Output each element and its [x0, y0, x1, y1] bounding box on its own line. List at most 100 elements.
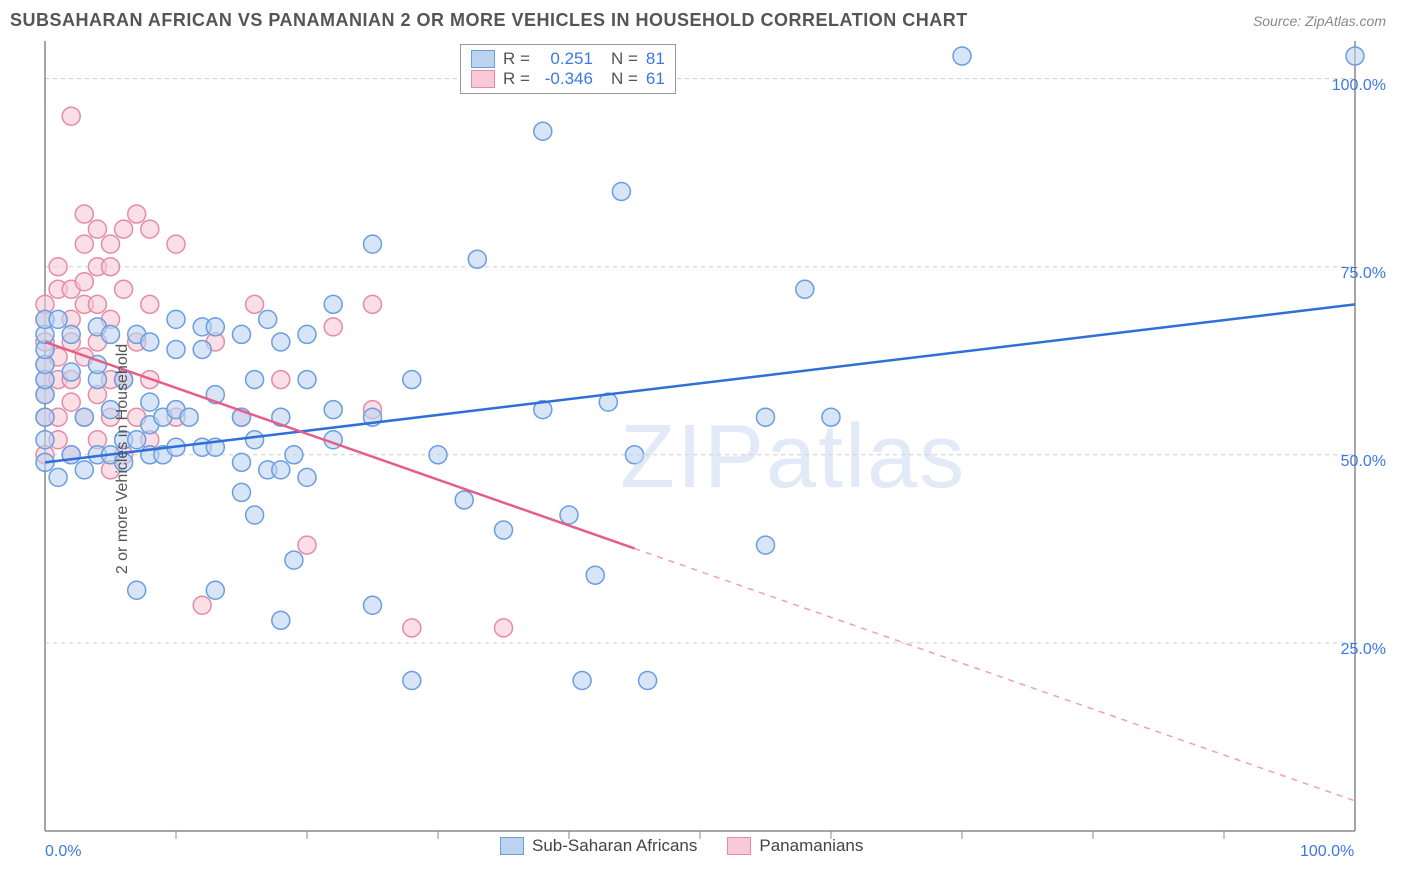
- chart-title: SUBSAHARAN AFRICAN VS PANAMANIAN 2 OR MO…: [10, 10, 968, 31]
- data-point: [246, 431, 264, 449]
- data-point: [324, 401, 342, 419]
- data-point: [272, 333, 290, 351]
- legend-row: R =-0.346N =61: [471, 69, 665, 89]
- data-point: [626, 446, 644, 464]
- data-point: [102, 235, 120, 253]
- data-point: [298, 371, 316, 389]
- data-point: [953, 47, 971, 65]
- data-point: [364, 295, 382, 313]
- data-point: [639, 672, 657, 690]
- data-point: [128, 205, 146, 223]
- data-point: [141, 295, 159, 313]
- data-point: [206, 581, 224, 599]
- legend-item: Sub-Saharan Africans: [500, 836, 697, 856]
- data-point: [36, 408, 54, 426]
- data-point: [403, 619, 421, 637]
- data-point: [141, 220, 159, 238]
- data-point: [403, 672, 421, 690]
- data-point: [324, 318, 342, 336]
- legend-swatch: [500, 837, 524, 855]
- data-point: [193, 596, 211, 614]
- data-point: [62, 363, 80, 381]
- data-point: [62, 107, 80, 125]
- y-tick-label: 100.0%: [1332, 77, 1386, 95]
- data-point: [455, 491, 473, 509]
- data-point: [167, 310, 185, 328]
- legend-swatch: [471, 50, 495, 68]
- data-point: [796, 280, 814, 298]
- data-point: [272, 371, 290, 389]
- data-point: [364, 596, 382, 614]
- data-point: [115, 280, 133, 298]
- source-label: Source: ZipAtlas.com: [1253, 13, 1386, 29]
- data-point: [115, 220, 133, 238]
- data-point: [246, 506, 264, 524]
- data-point: [167, 235, 185, 253]
- data-point: [822, 408, 840, 426]
- series-legend: Sub-Saharan Africans Panamanians: [500, 836, 863, 856]
- header: SUBSAHARAN AFRICAN VS PANAMANIAN 2 OR MO…: [0, 0, 1406, 36]
- data-point: [534, 122, 552, 140]
- trend-line-extrapolated: [635, 548, 1356, 800]
- data-point: [364, 235, 382, 253]
- legend-item: Panamanians: [727, 836, 863, 856]
- data-point: [75, 205, 93, 223]
- data-point: [757, 536, 775, 554]
- data-point: [128, 581, 146, 599]
- legend-label: Panamanians: [759, 836, 863, 856]
- data-point: [206, 318, 224, 336]
- data-point: [403, 371, 421, 389]
- plot-svg: [0, 36, 1406, 881]
- data-point: [88, 220, 106, 238]
- data-point: [49, 310, 67, 328]
- data-point: [141, 333, 159, 351]
- data-point: [1346, 47, 1364, 65]
- data-point: [298, 325, 316, 343]
- data-point: [285, 446, 303, 464]
- data-point: [141, 393, 159, 411]
- data-point: [560, 506, 578, 524]
- correlation-legend: R =0.251N =81R =-0.346N =61: [460, 44, 676, 94]
- data-point: [75, 461, 93, 479]
- data-point: [102, 258, 120, 276]
- data-point: [233, 453, 251, 471]
- data-point: [233, 325, 251, 343]
- data-point: [180, 408, 198, 426]
- data-point: [298, 536, 316, 554]
- data-point: [586, 566, 604, 584]
- data-point: [324, 295, 342, 313]
- data-point: [102, 325, 120, 343]
- data-point: [75, 235, 93, 253]
- data-point: [88, 295, 106, 313]
- data-point: [298, 468, 316, 486]
- data-point: [272, 611, 290, 629]
- y-tick-label: 25.0%: [1341, 641, 1386, 659]
- data-point: [49, 468, 67, 486]
- data-point: [246, 295, 264, 313]
- legend-row: R =0.251N =81: [471, 49, 665, 69]
- data-point: [495, 619, 513, 637]
- data-point: [272, 461, 290, 479]
- scatter-plot: 2 or more Vehicles in Household ZIPatlas…: [0, 36, 1406, 881]
- x-tick-label: 0.0%: [45, 843, 81, 861]
- data-point: [429, 446, 447, 464]
- data-point: [246, 371, 264, 389]
- y-tick-label: 50.0%: [1341, 453, 1386, 471]
- data-point: [36, 431, 54, 449]
- data-point: [75, 408, 93, 426]
- legend-swatch: [471, 70, 495, 88]
- y-axis-label: 2 or more Vehicles in Household: [114, 343, 132, 573]
- data-point: [468, 250, 486, 268]
- data-point: [573, 672, 591, 690]
- x-tick-label: 100.0%: [1300, 843, 1354, 861]
- data-point: [75, 273, 93, 291]
- data-point: [193, 340, 211, 358]
- data-point: [62, 393, 80, 411]
- legend-swatch: [727, 837, 751, 855]
- data-point: [757, 408, 775, 426]
- y-tick-label: 75.0%: [1341, 265, 1386, 283]
- data-point: [285, 551, 303, 569]
- legend-label: Sub-Saharan Africans: [532, 836, 697, 856]
- data-point: [233, 483, 251, 501]
- data-point: [49, 258, 67, 276]
